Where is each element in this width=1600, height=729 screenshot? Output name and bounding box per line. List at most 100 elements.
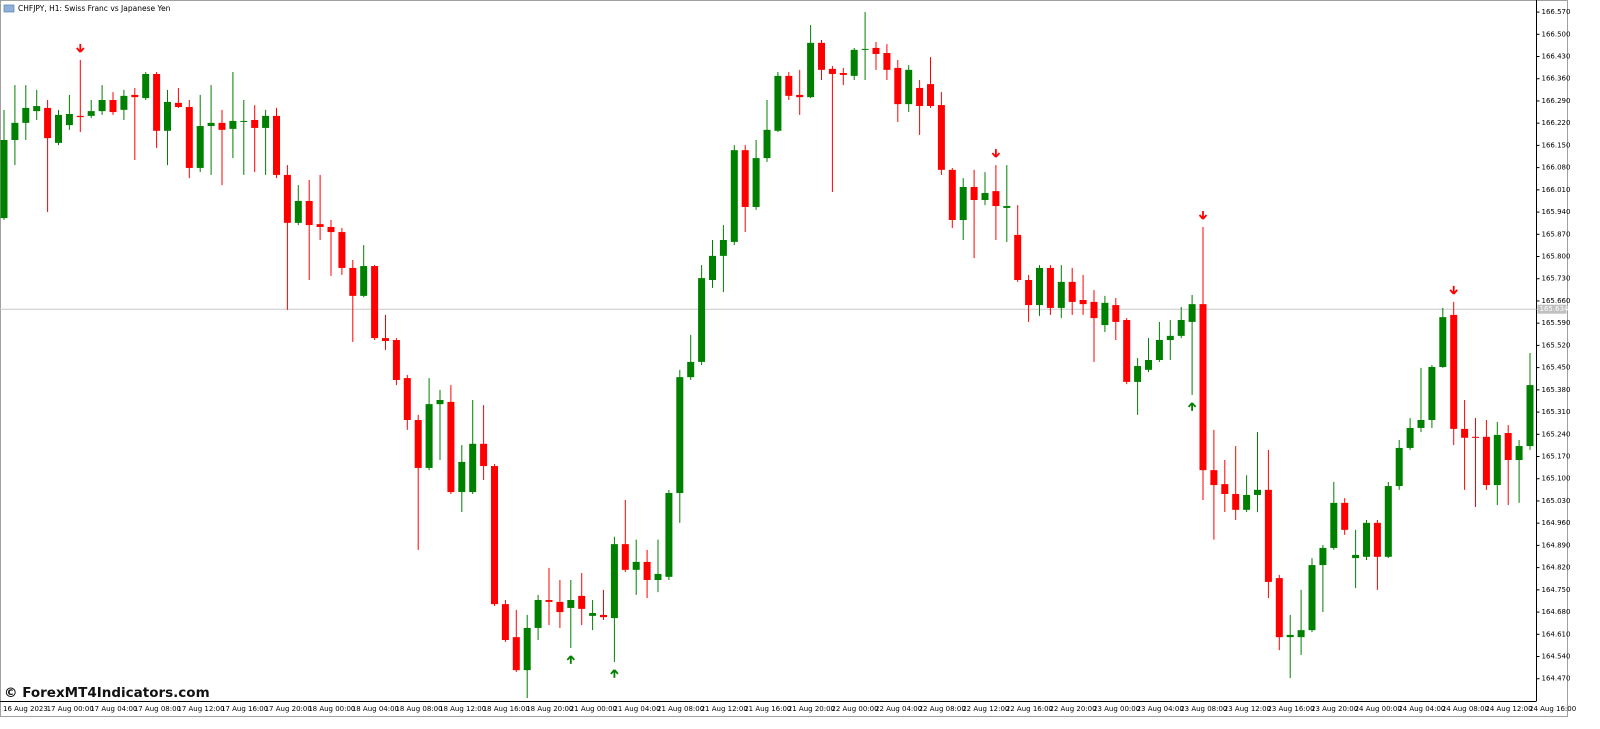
- candle-body: [469, 443, 477, 493]
- y-tick-label: 165.870: [1542, 230, 1571, 238]
- x-tick-label: 16 Aug 2023: [3, 705, 48, 713]
- candle-body: [654, 573, 662, 580]
- candle-body: [785, 75, 793, 96]
- chart-title: CHFJPY, H1: Swiss Franc vs Japanese Yen: [18, 4, 171, 13]
- y-tick-label: 165.660: [1542, 297, 1571, 305]
- candle-body: [523, 627, 531, 671]
- candle-body: [1188, 304, 1196, 322]
- y-tick-label: 165.030: [1542, 497, 1571, 505]
- candle-body: [392, 340, 400, 380]
- sell-arrow: [1198, 210, 1208, 220]
- x-tick-label: 22 Aug 04:00: [875, 705, 922, 713]
- x-tick-label: 22 Aug 08:00: [919, 705, 966, 713]
- x-tick-label: 17 Aug 04:00: [90, 705, 137, 713]
- candle-body: [480, 443, 488, 467]
- x-tick-label: 22 Aug 16:00: [1006, 705, 1053, 713]
- candle-body: [1406, 427, 1414, 448]
- candle-body: [1090, 301, 1098, 319]
- x-tick-label: 18 Aug 12:00: [439, 705, 486, 713]
- candle-body: [76, 115, 84, 118]
- candle-body: [1352, 554, 1360, 559]
- candle-body: [752, 158, 760, 207]
- candle-body: [1450, 314, 1458, 429]
- y-tick-label: 165.450: [1542, 364, 1571, 372]
- y-tick-label: 165.310: [1542, 408, 1571, 416]
- candle-body: [382, 338, 389, 341]
- candle-body: [1057, 281, 1065, 308]
- candle-body: [807, 42, 815, 98]
- candle-body: [491, 466, 498, 605]
- candle-body: [534, 600, 542, 628]
- candle-body: [1286, 634, 1294, 638]
- candle-body: [1036, 267, 1043, 306]
- candle-body: [240, 120, 248, 122]
- candle-body: [1482, 436, 1490, 486]
- candle-body: [1363, 522, 1370, 557]
- y-tick-label: 165.240: [1542, 430, 1571, 438]
- candle-body: [719, 240, 727, 256]
- x-tick-label: 23 Aug 04:00: [1137, 705, 1184, 713]
- y-tick-label: 166.080: [1542, 164, 1571, 172]
- y-tick-label: 166.010: [1542, 186, 1571, 194]
- candle-body: [1046, 267, 1054, 308]
- y-tick-label: 165.730: [1542, 275, 1571, 283]
- candle-body: [1123, 320, 1131, 382]
- sell-arrow: [991, 149, 1001, 158]
- candle-body: [1166, 335, 1174, 340]
- candle-body: [164, 101, 171, 131]
- candle-body: [1319, 547, 1327, 566]
- candle-body: [1330, 502, 1338, 548]
- candle-body: [905, 69, 913, 105]
- candle-body: [665, 493, 673, 577]
- candle-body: [687, 361, 695, 378]
- candle-body: [371, 266, 379, 339]
- candle-body: [1221, 484, 1229, 494]
- y-tick-label: 164.750: [1542, 586, 1571, 594]
- x-tick-label: 21 Aug 04:00: [613, 705, 660, 713]
- candle-body: [1003, 206, 1011, 208]
- x-tick-label: 24 Aug 16:00: [1529, 705, 1576, 713]
- y-tick-label: 164.960: [1542, 519, 1571, 527]
- x-tick-label: 22 Aug 00:00: [831, 705, 878, 713]
- candle-body: [120, 95, 128, 110]
- x-tick-label: 21 Aug 16:00: [744, 705, 791, 713]
- candle-body: [567, 600, 575, 608]
- x-tick-label: 24 Aug 04:00: [1398, 705, 1445, 713]
- x-tick-label: 18 Aug 16:00: [483, 705, 530, 713]
- candle-body: [1341, 502, 1349, 530]
- candle-body: [1254, 489, 1261, 495]
- sell-arrow: [1449, 285, 1458, 295]
- candle-body: [698, 278, 706, 362]
- candle-body: [632, 561, 640, 570]
- candle-body: [338, 232, 346, 268]
- candle-body: [1504, 433, 1512, 460]
- x-tick-label: 17 Aug 20:00: [265, 705, 312, 713]
- candle-body: [818, 42, 825, 70]
- candle-body: [709, 255, 716, 280]
- candle-body: [316, 224, 324, 227]
- y-tick-label: 166.360: [1542, 75, 1571, 83]
- buy-arrow: [566, 655, 575, 664]
- candle-body: [1145, 360, 1152, 370]
- candle-body: [1395, 447, 1403, 487]
- x-tick-label: 24 Aug 12:00: [1485, 705, 1532, 713]
- y-tick-label: 166.150: [1542, 141, 1571, 149]
- x-tick-label: 24 Aug 00:00: [1355, 705, 1402, 713]
- candle-body: [676, 377, 684, 494]
- candle-body: [861, 48, 869, 50]
- candle-body: [578, 595, 586, 609]
- candle-body: [294, 200, 302, 223]
- candle-body: [22, 107, 30, 123]
- y-tick-label: 166.570: [1542, 8, 1571, 16]
- candle-body: [1014, 234, 1022, 280]
- candle-body: [185, 106, 193, 168]
- candle-body: [109, 100, 117, 113]
- x-tick-label: 23 Aug 12:00: [1224, 705, 1271, 713]
- candle-body: [643, 561, 651, 580]
- candle-body: [1134, 366, 1142, 382]
- candle-body: [556, 601, 564, 613]
- candle-body: [992, 191, 1000, 207]
- x-tick-label: 21 Aug 20:00: [788, 705, 835, 713]
- y-tick-label: 164.540: [1542, 653, 1571, 661]
